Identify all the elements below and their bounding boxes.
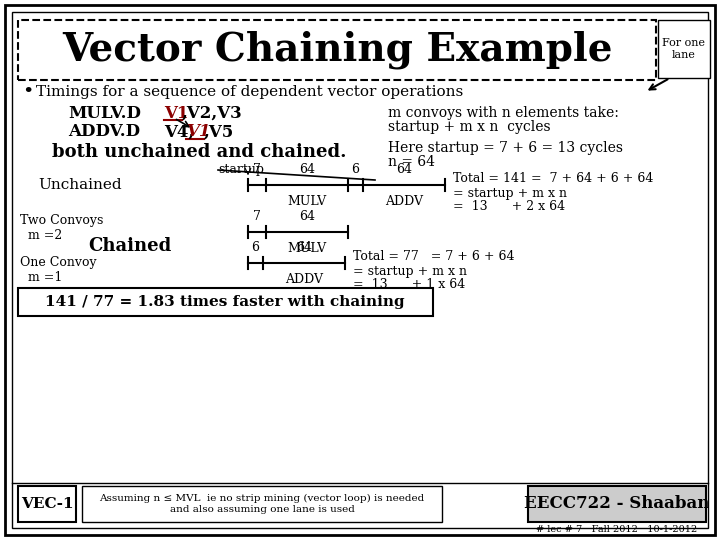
Text: Two Convoys
  m =2: Two Convoys m =2 [20,214,104,242]
Text: Chained: Chained [89,237,171,255]
Text: MULV.D: MULV.D [68,105,141,122]
Text: V4,: V4, [164,124,194,140]
Text: 64: 64 [299,163,315,176]
Text: m convoys with n elements take:: m convoys with n elements take: [388,106,619,120]
Text: 64: 64 [396,163,412,176]
Bar [18,288,433,316]
Text: 6: 6 [351,163,359,176]
Bar [82,486,442,522]
Text: 141 / 77 = 1.83 times faster with chaining: 141 / 77 = 1.83 times faster with chaini… [45,295,405,309]
Text: 6: 6 [251,241,259,254]
Text: Vector Chaining Example: Vector Chaining Example [62,31,612,69]
Text: 64: 64 [299,210,315,223]
Text: startup + m x n  cycles: startup + m x n cycles [388,120,551,134]
Text: Timings for a sequence of dependent vector operations: Timings for a sequence of dependent vect… [36,85,463,99]
Bar [18,486,76,522]
Text: Here startup = 7 + 6 = 13 cycles: Here startup = 7 + 6 = 13 cycles [388,141,623,155]
Text: 7: 7 [253,163,261,176]
Text: Total = 141 =  7 + 64 + 6 + 64: Total = 141 = 7 + 64 + 6 + 64 [453,172,653,186]
Text: startup: startup [218,164,264,177]
Text: VEC-1: VEC-1 [21,497,73,511]
Text: V1: V1 [164,105,189,122]
Bar [658,20,710,78]
Text: =  13      + 1 x 64: = 13 + 1 x 64 [353,279,465,292]
Bar [18,20,656,80]
Bar [528,486,706,522]
Text: ADDV.D: ADDV.D [68,124,140,140]
Text: V1: V1 [186,124,210,140]
Text: 7: 7 [253,210,261,223]
Text: EECC722 - Shaaban: EECC722 - Shaaban [524,496,710,512]
Text: both unchained and chained.: both unchained and chained. [52,143,346,161]
Text: Unchained: Unchained [38,178,122,192]
Text: Assuming n ≤ MVL  ie no strip mining (vector loop) is needed
and also assuming o: Assuming n ≤ MVL ie no strip mining (vec… [99,494,425,514]
Text: MULV: MULV [287,195,327,208]
Text: = startup + m x n: = startup + m x n [353,265,467,278]
Text: = startup + m x n: = startup + m x n [453,186,567,199]
Text: ,V2,V3: ,V2,V3 [182,105,243,122]
Text: •: • [22,83,33,101]
Text: =  13      + 2 x 64: = 13 + 2 x 64 [453,200,565,213]
Text: ADDV: ADDV [285,273,323,286]
Text: ,V5: ,V5 [204,124,234,140]
Text: Total = 77   = 7 + 6 + 64: Total = 77 = 7 + 6 + 64 [353,251,515,264]
Text: n = 64: n = 64 [388,155,435,169]
Text: One Convoy
  m =1: One Convoy m =1 [20,256,96,284]
Text: ADDV: ADDV [385,195,423,208]
Text: MULV: MULV [287,242,327,255]
Text: 64: 64 [296,241,312,254]
Text: For one
lane: For one lane [662,38,706,60]
Text: # lec # 7   Fall 2012   10-1-2012: # lec # 7 Fall 2012 10-1-2012 [536,525,698,535]
